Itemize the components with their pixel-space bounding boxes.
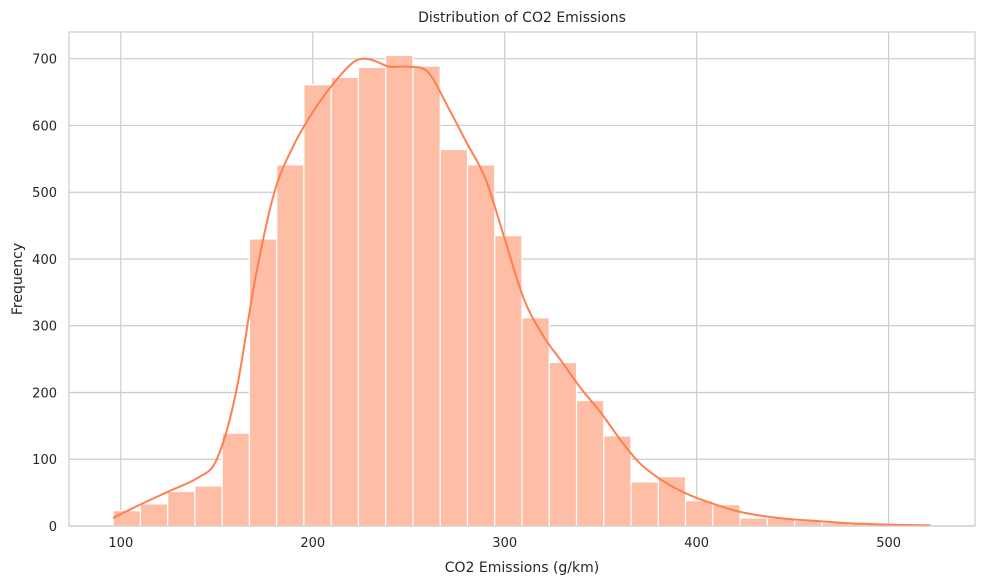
histogram-bar xyxy=(330,76,360,527)
y-tick-label: 700 xyxy=(32,53,57,68)
histogram-bar xyxy=(657,476,687,527)
histogram-bar xyxy=(139,503,169,527)
kde-curve xyxy=(112,57,931,527)
x-tick-label: 100 xyxy=(108,536,133,551)
y-tick-label: 500 xyxy=(32,186,57,201)
y-tick-label: 100 xyxy=(32,453,57,468)
x-tick-label: 500 xyxy=(876,536,901,551)
y-axis-ticks: 0 100 200 300 400 500 600 700 xyxy=(32,53,57,535)
histogram-bar xyxy=(575,399,605,527)
histogram-bar xyxy=(439,148,469,527)
y-axis-label: Frequency xyxy=(10,243,26,315)
histogram-bar xyxy=(630,481,659,527)
x-axis-ticks: 100 200 300 400 500 xyxy=(108,536,901,551)
histogram-bar xyxy=(385,54,414,527)
histogram-bar xyxy=(194,485,223,527)
histogram-bar xyxy=(303,84,332,527)
histogram-bar xyxy=(548,361,578,527)
histogram-bar xyxy=(466,164,496,527)
x-tick-label: 400 xyxy=(684,536,709,551)
histogram-bars xyxy=(112,54,932,527)
histogram-bar xyxy=(221,432,251,527)
y-tick-label: 200 xyxy=(32,386,57,401)
y-tick-label: 300 xyxy=(32,320,57,335)
x-axis-label: CO2 Emissions (g/km) xyxy=(445,560,599,576)
histogram-bar xyxy=(357,66,387,527)
histogram-bar xyxy=(412,65,441,527)
y-tick-label: 400 xyxy=(32,253,57,268)
histogram-bar xyxy=(684,500,714,527)
histogram-bar xyxy=(112,510,142,527)
histogram-bar xyxy=(248,238,278,527)
x-tick-label: 200 xyxy=(300,536,325,551)
y-tick-label: 600 xyxy=(32,119,57,134)
histogram-bar xyxy=(276,164,305,527)
plot-frame xyxy=(68,31,976,527)
y-tick-label: 0 xyxy=(49,520,57,535)
histogram-bar xyxy=(521,317,550,527)
histogram-bar xyxy=(167,490,196,527)
x-tick-label: 300 xyxy=(492,536,517,551)
chart-title: Distribution of CO2 Emissions xyxy=(418,10,626,26)
histogram-bar xyxy=(739,517,768,527)
